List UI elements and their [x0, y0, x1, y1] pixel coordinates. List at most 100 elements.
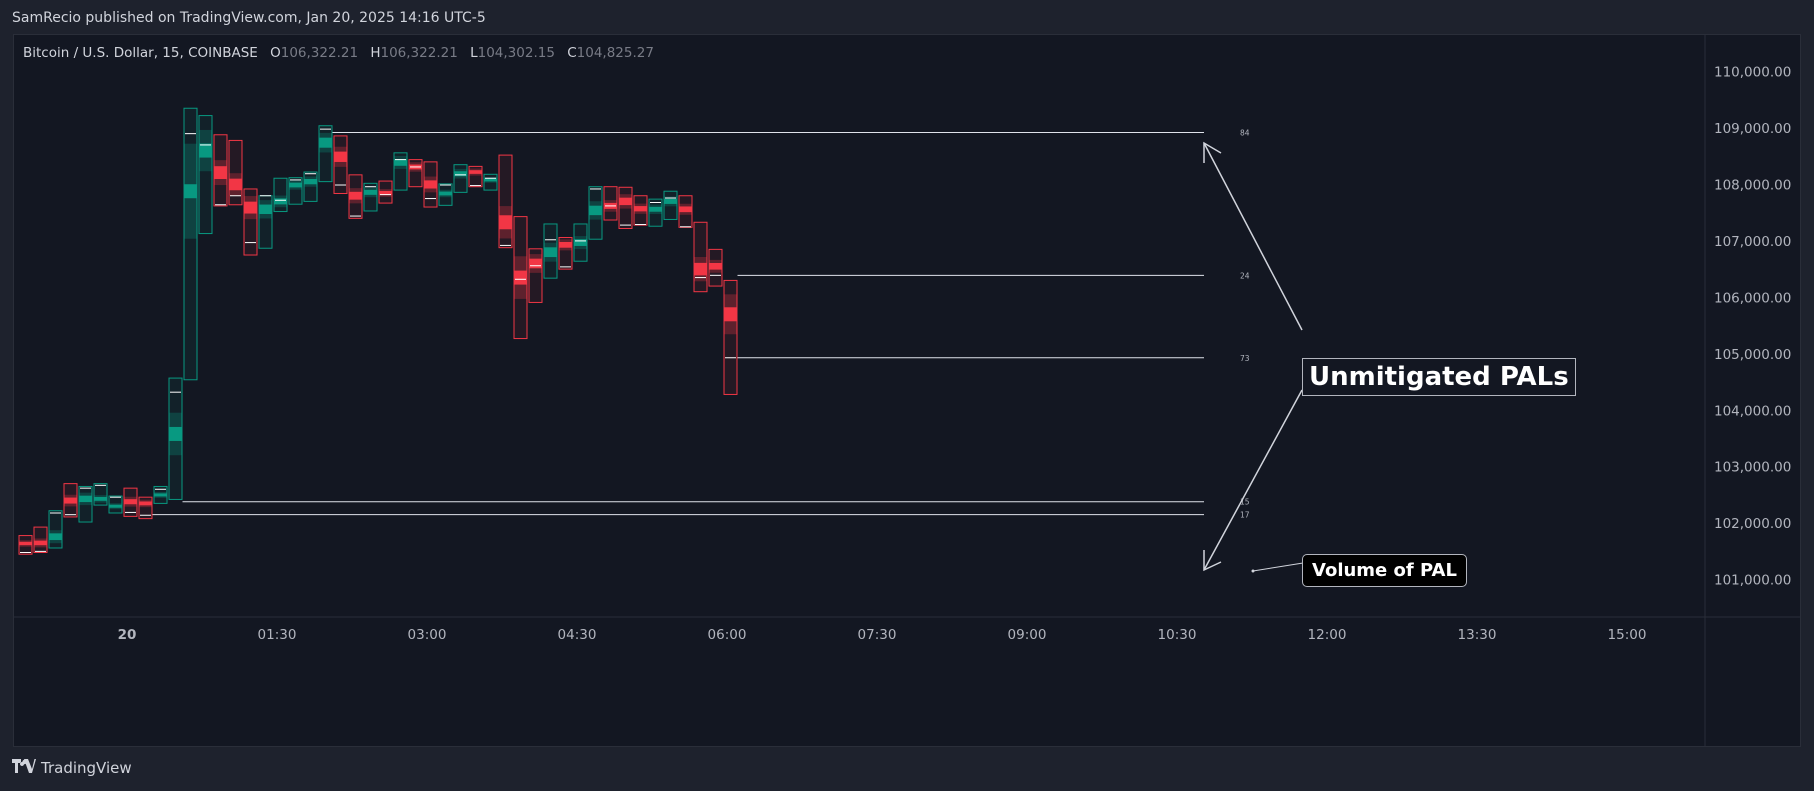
publish-bar: SamRecio published on TradingView.com, J…	[0, 0, 1814, 34]
price-tick-label: 109,000.00	[1714, 121, 1791, 137]
candle-poc	[139, 501, 152, 506]
time-tick-label: 01:30	[258, 627, 297, 643]
volume-of-pal-label[interactable]: Volume of PAL	[1302, 554, 1467, 587]
candle-poc	[649, 206, 662, 212]
candle-poc	[499, 215, 512, 230]
unmitigated-pals-label[interactable]: Unmitigated PALs	[1302, 358, 1576, 396]
candle-poc	[619, 197, 632, 206]
candle-poc	[634, 206, 647, 212]
close-key: C	[567, 45, 577, 61]
candle-poc	[124, 499, 137, 505]
pal-volume-label: 73	[1240, 354, 1250, 363]
pal-volume-label: 15	[1240, 498, 1250, 507]
candle-range	[333, 135, 348, 194]
candle-range	[183, 107, 198, 381]
price-tick-label: 103,000.00	[1714, 460, 1791, 476]
tradingview-logo-icon	[12, 759, 36, 777]
candle-poc	[484, 178, 497, 182]
candle-range	[108, 495, 123, 514]
price-tick-label: 108,000.00	[1714, 177, 1791, 193]
candle-poc	[154, 493, 167, 497]
symbol-title[interactable]: Bitcoin / U.S. Dollar, 15, COINBASE	[23, 45, 258, 61]
candle-poc	[394, 159, 407, 166]
time-tick-label: 04:30	[558, 627, 597, 643]
candlestick-chart[interactable]: 101,000.00 102,000.00 103,000.00 104,000.00…	[14, 35, 1801, 747]
price-tick-label: 104,000.00	[1714, 403, 1791, 419]
volume-pointer-line	[1252, 562, 1304, 572]
open-key: O	[270, 45, 281, 61]
time-tick-label: 09:00	[1008, 627, 1047, 643]
price-tick-label: 101,000.00	[1714, 573, 1791, 589]
candle-poc	[694, 262, 707, 276]
arrow-down-line	[1203, 389, 1303, 571]
candle-range	[618, 186, 633, 229]
pal-volume-label: 84	[1240, 129, 1250, 138]
candle-poc	[319, 137, 332, 148]
volume-pointer-dot	[1251, 569, 1255, 573]
candle-poc	[334, 151, 347, 162]
candle-poc	[259, 204, 272, 215]
symbol-legend: Bitcoin / U.S. Dollar, 15, COINBASE O 106…	[23, 45, 654, 61]
price-tick-label: 110,000.00	[1714, 65, 1791, 81]
candle-poc	[574, 239, 587, 246]
candle-poc	[244, 201, 257, 214]
candle-poc	[184, 184, 197, 199]
candle-poc	[109, 504, 122, 508]
candle-range	[78, 485, 93, 523]
time-tick-label: 12:00	[1308, 627, 1347, 643]
candle-poc	[439, 191, 452, 196]
time-tick-label: 06:00	[708, 627, 747, 643]
arrow-up-line	[1203, 142, 1303, 331]
published-text: SamRecio published on TradingView.com, J…	[12, 10, 486, 26]
low-value: 104,302.15	[477, 45, 555, 61]
candle-poc	[229, 178, 242, 191]
candle-poc	[469, 170, 482, 174]
candle-poc	[379, 190, 392, 195]
time-tick-label: 07:30	[858, 627, 897, 643]
price-tick-label: 105,000.00	[1714, 347, 1791, 363]
candle-poc	[34, 540, 47, 546]
footer-brand[interactable]: TradingView	[12, 759, 132, 777]
candle-poc	[454, 171, 467, 177]
arrow-up-head	[1203, 141, 1222, 163]
price-tick-label: 106,000.00	[1714, 290, 1791, 306]
candle-poc	[274, 198, 287, 205]
time-tick-label: 13:30	[1458, 627, 1497, 643]
candle-range	[648, 198, 663, 227]
candle-poc	[589, 205, 602, 216]
candle-poc	[679, 206, 692, 213]
candle-poc	[49, 533, 62, 541]
candle-range	[33, 526, 48, 554]
candle-poc	[664, 198, 677, 204]
candle-poc	[169, 426, 182, 441]
high-value: 106,322.21	[380, 45, 458, 61]
pal-volume-label: 24	[1240, 271, 1250, 280]
candle-poc	[214, 166, 227, 179]
candle-poc	[304, 178, 317, 185]
candle-poc	[514, 270, 527, 285]
time-tick-label: 20	[118, 627, 137, 643]
candle-poc	[64, 497, 77, 504]
brand-name: TradingView	[41, 759, 132, 777]
candle-poc	[544, 247, 557, 258]
candle-poc	[424, 180, 437, 189]
candle-poc	[79, 495, 92, 503]
candle-poc	[94, 496, 107, 501]
candle-poc	[559, 242, 572, 248]
candle-poc	[289, 182, 302, 188]
candle-poc	[349, 191, 362, 200]
price-tick-label: 102,000.00	[1714, 516, 1791, 532]
candle-poc	[364, 189, 377, 195]
candle-poc	[19, 541, 32, 546]
pal-volume-label: 17	[1240, 511, 1250, 520]
time-tick-label: 15:00	[1608, 627, 1647, 643]
low-key: L	[470, 45, 478, 61]
high-key: H	[370, 45, 381, 61]
time-tick-label: 03:00	[408, 627, 447, 643]
arrow-down-head	[1203, 550, 1222, 572]
candle-poc	[199, 143, 212, 158]
close-value: 104,825.27	[576, 45, 654, 61]
candle-poc	[724, 307, 737, 322]
candle-poc	[709, 263, 722, 270]
candle-poc	[529, 258, 542, 269]
